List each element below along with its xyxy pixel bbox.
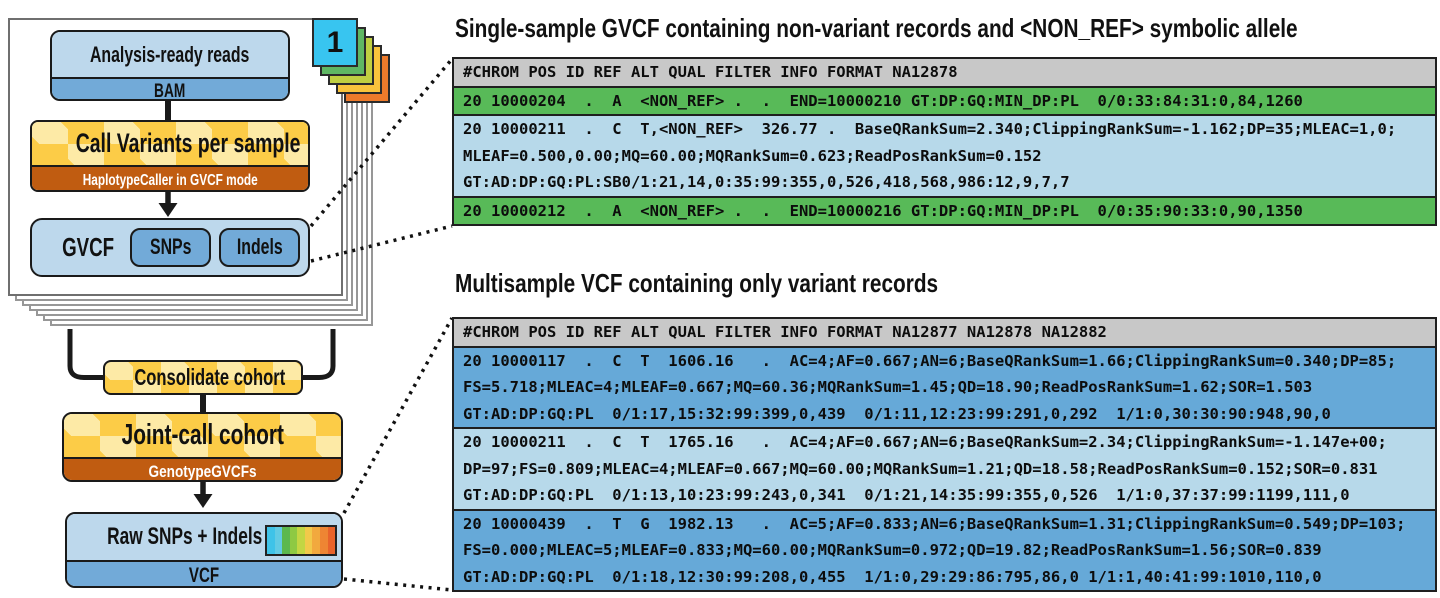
bracket-right [303,329,336,380]
table-row: 20 10000212 . A <NON_REF> . . END=100002… [454,197,1435,224]
joint-call-box: Joint-call cohort GenotypeGVCFs [62,412,343,482]
call-variants-box: Call Variants per sample HaplotypeCaller… [30,120,310,192]
gvcf-panel-title: Single-sample GVCF containing non-varian… [455,13,1298,43]
snps-label: SNPs [149,234,192,259]
analysis-reads-label: Analysis-ready reads [90,42,250,67]
indels-label: Indels [236,234,283,259]
vcf-table: #CHROM POS ID REF ALT QUAL FILTER INFO F… [452,317,1437,592]
rainbow-strip-icon [265,525,337,556]
callout-dotted-line [343,577,453,592]
bracket-left [67,329,103,380]
consolidate-box: Consolidate cohort [103,360,303,395]
gvcf-table: #CHROM POS ID REF ALT QUAL FILTER INFO F… [452,57,1437,226]
callout-dotted-line [342,317,454,514]
raw-snps-indels-box: Raw SNPs + Indels VCF [65,512,343,588]
raw-snps-indels-label: Raw SNPs + Indels [107,523,263,550]
table-header-row: #CHROM POS ID REF ALT QUAL FILTER INFO F… [454,59,1435,88]
sample-card-1: 1 [312,18,358,67]
arrow-down-icon [193,494,213,508]
haplotypecaller-label: HaplotypeCaller in GVCF mode [82,172,258,189]
table-row: 20 10000211 . C T 1765.16 . AC=4;AF=0.66… [454,429,1435,511]
indels-chip: Indels [219,228,300,267]
table-header-row: #CHROM POS ID REF ALT QUAL FILTER INFO F… [454,319,1435,348]
table-row: 20 10000211 . C T,<NON_REF> 326.77 . Bas… [454,116,1435,198]
table-row: 20 10000204 . A <NON_REF> . . END=100002… [454,87,1435,116]
gvcf-box: GVCF SNPs Indels [30,218,310,277]
consolidate-label: Consolidate cohort [134,364,286,390]
joint-call-label: Joint-call cohort [121,419,284,451]
table-row: 20 10000117 . C T 1606.16 . AC=4;AF=0.66… [454,347,1435,429]
vcf-panel-title: Multisample VCF containing only variant … [455,268,939,298]
vcf-label: VCF [188,564,220,587]
vcf-band: VCF [67,560,341,587]
table-row: 20 10000439 . T G 1982.13 . AC=5;AF=0.83… [454,510,1435,590]
call-variants-label: Call Variants per sample [75,128,301,158]
analysis-reads-box: Analysis-ready reads BAM [50,30,290,101]
genotypegvcfs-band: GenotypeGVCFs [64,457,341,481]
sample-number: 1 [326,25,344,59]
haplotypecaller-band: HaplotypeCaller in GVCF mode [32,165,308,190]
bam-band: BAM [52,77,288,101]
bam-label: BAM [154,81,186,101]
genotypegvcfs-label: GenotypeGVCFs [148,462,257,481]
snps-chip: SNPs [130,228,211,267]
gvcf-label: GVCF [62,232,115,262]
